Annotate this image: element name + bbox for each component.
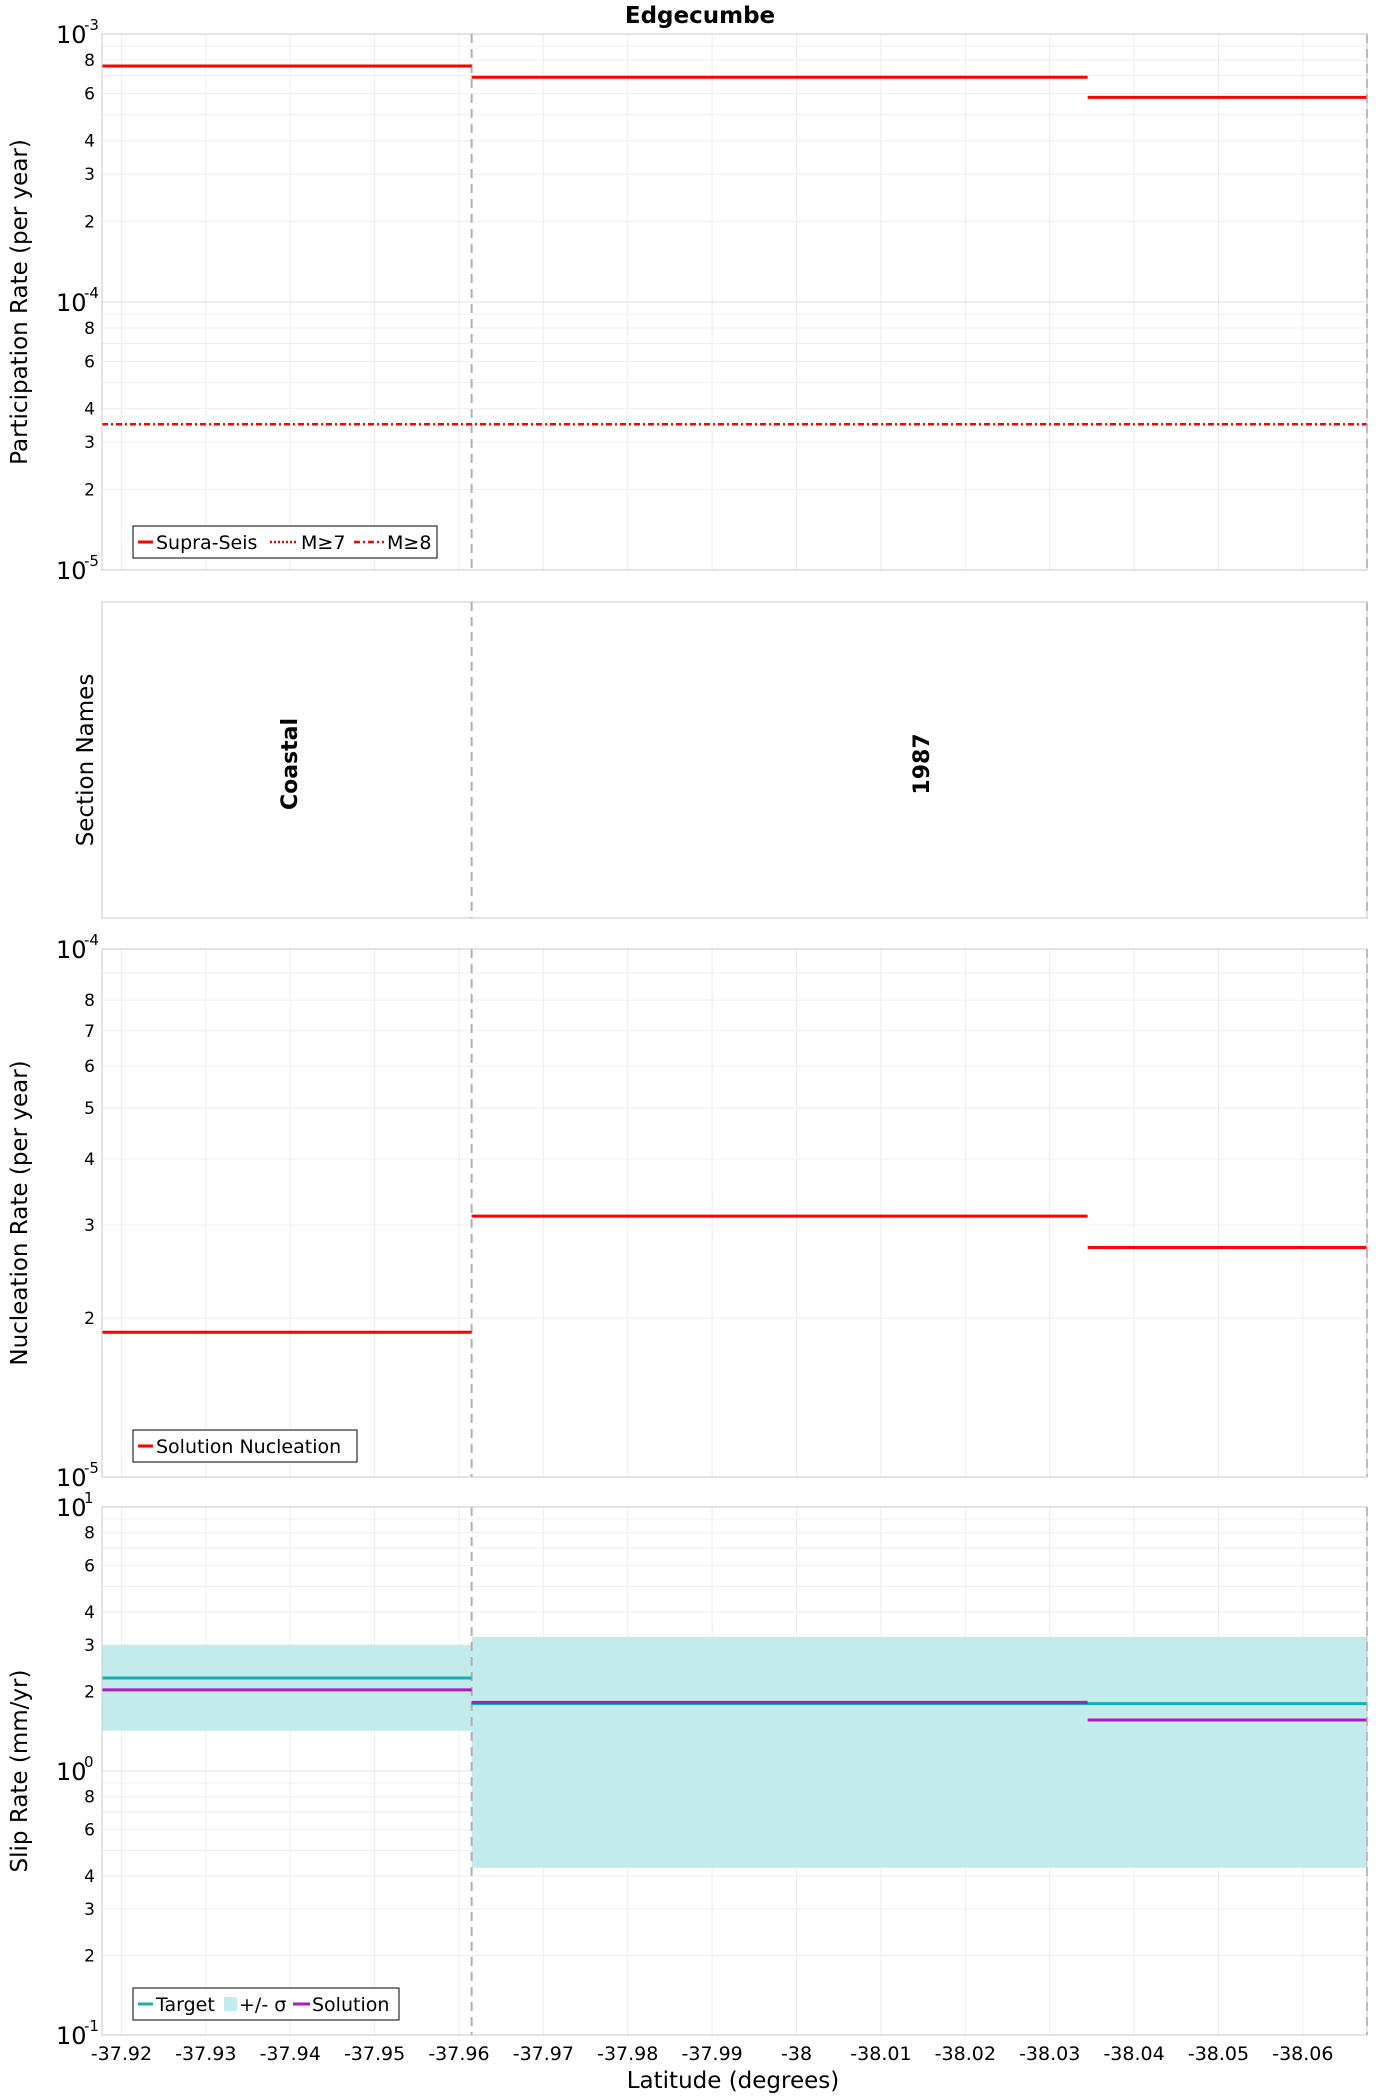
slip-rate-y-tick-label: 6	[84, 1821, 95, 1841]
slip-rate-y-tick-label: 4	[84, 1867, 95, 1887]
nucleation-y-decade-label: 10	[56, 936, 87, 964]
legend-swatch-sigma	[224, 1997, 237, 2011]
legend-label-sigma: +/- σ	[239, 1994, 286, 2016]
nucleation-y-tick-label: 8	[84, 991, 95, 1011]
participation-legend-box	[132, 525, 438, 559]
x-tick-label: -37.95	[344, 2043, 405, 2065]
section-names-panel: Section Names Coastal 1987	[73, 601, 1368, 919]
nucleation-legend: Solution Nucleation	[132, 1429, 358, 1463]
x-tick-label: -37.94	[260, 2043, 321, 2065]
slip-rate-y-decade-label: 10	[56, 1758, 87, 1786]
participation-y-tick-label: 3	[84, 165, 95, 185]
slip-rate-y-label: Slip Rate (mm/yr)	[7, 1670, 33, 1873]
x-tick-label: -37.97	[513, 2043, 574, 2065]
legend-label-solution: Solution	[312, 1994, 389, 2016]
nucleation-y-tick-label: 5	[84, 1099, 95, 1119]
nucleation-y-decade-exponent: -5	[84, 1459, 99, 1477]
participation-y-tick-label: 4	[84, 132, 95, 152]
participation-y-tick-label: 6	[84, 352, 95, 372]
x-tick-label: -38.04	[1103, 2043, 1164, 2065]
section-names-y-label: Section Names	[73, 674, 99, 847]
slip-rate-y-decade-exponent: 0	[84, 1753, 94, 1771]
nucleation-y-label: Nucleation Rate (per year)	[7, 1060, 33, 1365]
legend-label-m8: M≥8	[387, 532, 431, 554]
x-tick-label: -38.03	[1019, 2043, 1080, 2065]
participation-y-label: Participation Rate (per year)	[7, 139, 33, 465]
slip-rate-sigma-band	[471, 1636, 1367, 1868]
nucleation-plot-frame	[101, 948, 1368, 1478]
participation-y-tick-label: 2	[84, 212, 95, 232]
x-tick-label: -38.05	[1188, 2043, 1249, 2065]
participation-plot-frame	[101, 33, 1368, 571]
nucleation-legend-box	[132, 1429, 358, 1463]
slip-rate-legend-box	[132, 1987, 400, 2021]
slip-rate-y-decade-exponent: -1	[84, 2017, 99, 2035]
slip-rate-y-tick-label: 3	[84, 1636, 95, 1656]
slip-rate-y-tick-label: 3	[84, 1900, 95, 1920]
legend-label-solution-nucleation: Solution Nucleation	[156, 1436, 341, 1458]
nucleation-y-decade-exponent: -4	[84, 931, 99, 949]
section-name-coastal: Coastal	[278, 718, 303, 810]
x-tick-label: -38.02	[935, 2043, 996, 2065]
x-tick-label: -37.99	[682, 2043, 743, 2065]
participation-y-decade-label: 10	[56, 21, 87, 49]
nucleation-y-tick-label: 3	[84, 1216, 95, 1236]
x-tick-label: -37.96	[428, 2043, 489, 2065]
legend-label-target: Target	[155, 1994, 215, 2016]
participation-y-tick-label: 3	[84, 433, 95, 453]
nucleation-y-tick-label: 7	[84, 1022, 95, 1042]
x-tick-label: -38.01	[850, 2043, 911, 2065]
participation-y-decade-label: 10	[56, 289, 87, 317]
nucleation-y-tick-label: 4	[84, 1150, 95, 1170]
x-tick-label: -38.06	[1272, 2043, 1333, 2065]
slip-rate-y-tick-label: 8	[84, 1524, 95, 1544]
slip-rate-y-tick-label: 6	[84, 1557, 95, 1577]
participation-y-decade-exponent: -4	[84, 284, 99, 302]
slip-rate-y-decade-exponent: 1	[84, 1489, 94, 1507]
participation-y-tick-label: 8	[84, 51, 95, 71]
slip-rate-y-tick-label: 2	[84, 1683, 95, 1703]
slip-rate-y-tick-label: 8	[84, 1788, 95, 1808]
participation-y-decade-exponent: -5	[84, 552, 99, 570]
figure-title: Edgecumbe	[625, 3, 775, 29]
participation-y-decade-exponent: -3	[84, 16, 99, 34]
slip-rate-sigma-band	[102, 1645, 472, 1731]
legend-label-m7: M≥7	[301, 532, 345, 554]
participation-y-decade-label: 10	[56, 557, 87, 585]
participation-y-tick-label: 6	[84, 84, 95, 104]
section-names-plot-frame	[101, 601, 1368, 919]
slip-rate-y-decade-label: 10	[56, 2022, 87, 2050]
slip-rate-legend: Target +/- σ Solution	[132, 1987, 400, 2021]
nucleation-y-decade-label: 10	[56, 1464, 87, 1492]
slip-rate-y-tick-label: 4	[84, 1603, 95, 1623]
x-tick-label: -37.93	[175, 2043, 236, 2065]
participation-y-tick-label: 2	[84, 480, 95, 500]
nucleation-y-tick-label: 2	[84, 1309, 95, 1329]
participation-y-tick-label: 8	[84, 319, 95, 339]
x-tick-label: -37.92	[91, 2043, 152, 2065]
slip-rate-y-tick-label: 2	[84, 1947, 95, 1967]
x-tick-label: -37.98	[597, 2043, 658, 2065]
x-axis-label: Latitude (degrees)	[627, 2068, 840, 2094]
slip-rate-plot-frame	[101, 1506, 1368, 2036]
slip-rate-y-decade-label: 10	[56, 1494, 87, 1522]
participation-legend: Supra-Seis M≥7 M≥8	[132, 525, 438, 559]
x-tick-label: -38	[781, 2043, 812, 2065]
section-name-1987: 1987	[910, 733, 935, 794]
legend-label-supra-seis: Supra-Seis	[156, 532, 257, 554]
participation-y-tick-label: 4	[84, 400, 95, 420]
nucleation-y-tick-label: 6	[84, 1057, 95, 1077]
